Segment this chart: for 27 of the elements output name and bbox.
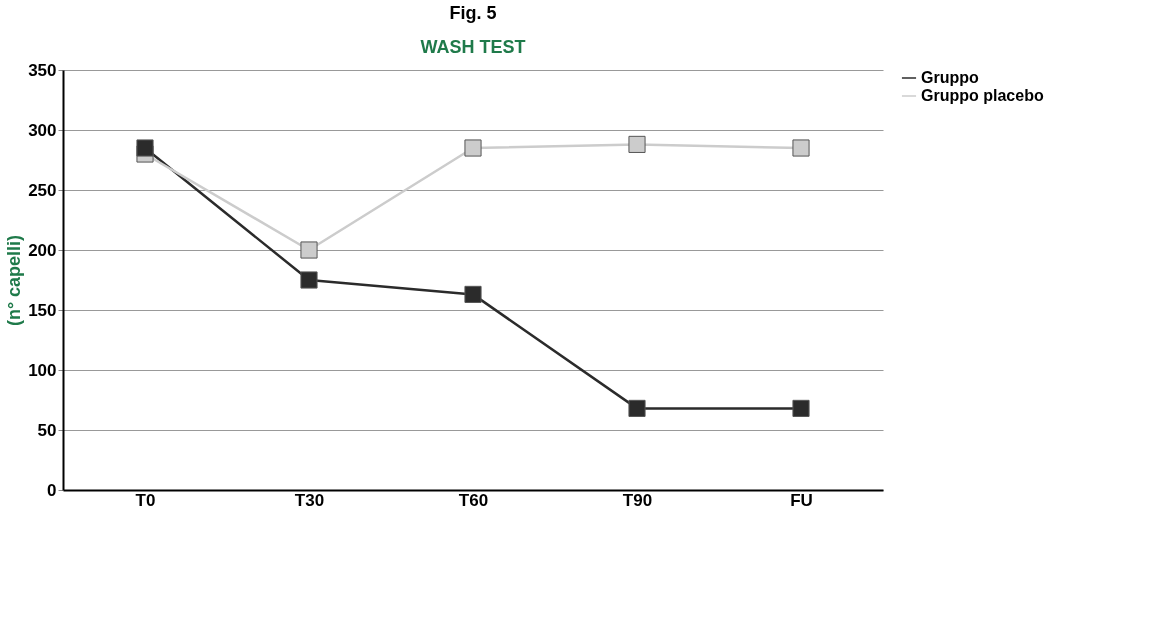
- y-tick-label: 150: [28, 300, 57, 320]
- y-tick-label: 0: [47, 480, 57, 500]
- point: [464, 139, 482, 157]
- y-tick-label: 100: [28, 360, 57, 380]
- y-tick-label: 300: [28, 120, 57, 140]
- chart-subtitle: WASH TEST: [420, 37, 526, 57]
- chart-title: Fig. 5: [449, 3, 497, 23]
- point: [628, 399, 646, 417]
- point: [300, 271, 318, 289]
- x-tick-label: T0: [135, 490, 156, 510]
- x-tick-label: T90: [622, 490, 653, 510]
- y-tick-label: 250: [28, 180, 57, 200]
- y-tick-label: 200: [28, 240, 57, 260]
- legend-label: Gruppo placebo: [921, 87, 1044, 104]
- y-tick-label: 350: [28, 60, 57, 80]
- x-tick-label: T60: [458, 490, 489, 510]
- point: [464, 285, 482, 303]
- x-tick-label: T30: [294, 490, 325, 510]
- y-axis-title: (n° capelli): [4, 234, 25, 327]
- point: [628, 135, 646, 153]
- point: [792, 399, 810, 417]
- x-tick-label: FU: [790, 490, 813, 510]
- point: [136, 139, 154, 157]
- point: [792, 139, 810, 157]
- legend-label: Gruppo: [921, 69, 979, 86]
- point: [300, 241, 318, 259]
- y-tick-label: 50: [37, 420, 57, 440]
